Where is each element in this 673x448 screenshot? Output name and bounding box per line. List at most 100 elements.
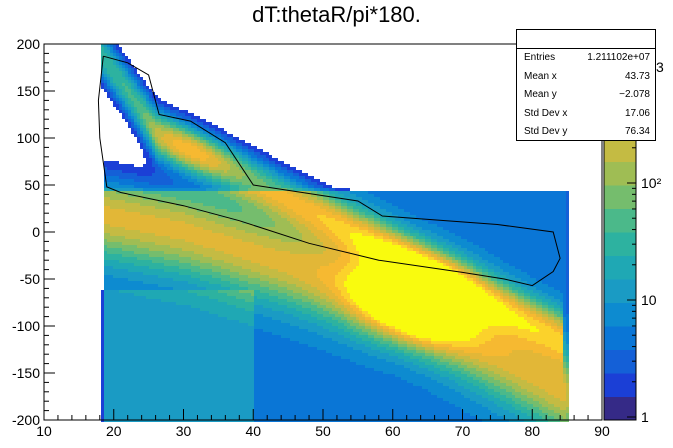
heatmap-cell bbox=[194, 398, 197, 401]
heatmap-cell bbox=[167, 266, 170, 269]
heatmap-cell bbox=[107, 182, 110, 185]
heatmap-cell bbox=[167, 128, 170, 131]
heatmap-cell bbox=[179, 251, 182, 254]
heatmap-cell bbox=[155, 386, 158, 389]
heatmap-cell bbox=[185, 122, 188, 125]
heatmap-cell bbox=[137, 188, 140, 191]
heatmap-cell bbox=[116, 185, 119, 188]
heatmap-cell bbox=[173, 224, 176, 227]
heatmap-cell bbox=[110, 95, 113, 98]
heatmap-cell bbox=[230, 296, 233, 299]
heatmap-cell bbox=[125, 344, 128, 347]
heatmap-cell bbox=[218, 212, 221, 215]
heatmap-cell bbox=[101, 353, 104, 356]
heatmap-cell bbox=[143, 116, 146, 119]
heatmap-cell bbox=[239, 314, 242, 317]
heatmap-cell bbox=[221, 329, 224, 332]
heatmap-cell bbox=[143, 344, 146, 347]
heatmap-cell bbox=[170, 179, 173, 182]
heatmap-cell bbox=[179, 410, 182, 413]
heatmap-cell bbox=[161, 176, 164, 179]
heatmap-cell bbox=[161, 119, 164, 122]
heatmap-cell bbox=[185, 260, 188, 263]
heatmap-cell bbox=[128, 269, 131, 272]
heatmap-cell bbox=[116, 395, 119, 398]
heatmap-cell bbox=[152, 401, 155, 404]
heatmap-cell bbox=[146, 272, 149, 275]
heatmap-cell bbox=[122, 320, 125, 323]
heatmap-cell bbox=[230, 230, 233, 233]
heatmap-cell bbox=[107, 410, 110, 413]
heatmap-cell bbox=[137, 356, 140, 359]
heatmap-cell bbox=[101, 380, 104, 383]
heatmap-cell bbox=[188, 179, 191, 182]
heatmap-cell bbox=[161, 407, 164, 410]
heatmap-cell bbox=[137, 254, 140, 257]
heatmap-cell bbox=[179, 389, 182, 392]
heatmap-cell bbox=[215, 251, 218, 254]
heatmap-cell bbox=[221, 368, 224, 371]
heatmap-cell bbox=[113, 212, 116, 215]
heatmap-cell bbox=[146, 110, 149, 113]
heatmap-cell bbox=[161, 269, 164, 272]
heatmap-cell bbox=[218, 269, 221, 272]
heatmap-cell bbox=[149, 101, 152, 104]
heatmap-cell bbox=[197, 155, 200, 158]
heatmap-cell bbox=[209, 257, 212, 260]
heatmap-cell bbox=[227, 386, 230, 389]
heatmap-cell bbox=[146, 242, 149, 245]
heatmap-cell bbox=[116, 236, 119, 239]
heatmap-cell bbox=[149, 263, 152, 266]
heatmap-cell bbox=[152, 224, 155, 227]
heatmap-cell bbox=[239, 206, 242, 209]
heatmap-cell bbox=[125, 65, 128, 68]
heatmap-cell bbox=[116, 269, 119, 272]
heatmap-cell bbox=[173, 332, 176, 335]
heatmap-cell bbox=[149, 251, 152, 254]
heatmap-cell bbox=[176, 356, 179, 359]
heatmap-cell bbox=[149, 338, 152, 341]
heatmap-cell bbox=[197, 254, 200, 257]
heatmap-cell bbox=[107, 71, 110, 74]
heatmap-cell bbox=[182, 395, 185, 398]
heatmap-cell bbox=[185, 221, 188, 224]
heatmap-cell bbox=[242, 233, 245, 236]
heatmap-cell bbox=[155, 338, 158, 341]
heatmap-cell bbox=[137, 140, 140, 143]
heatmap-cell bbox=[194, 209, 197, 212]
heatmap-cell bbox=[107, 389, 110, 392]
heatmap-cell bbox=[230, 152, 233, 155]
heatmap-cell bbox=[131, 323, 134, 326]
heatmap-cell bbox=[185, 407, 188, 410]
heatmap-cell bbox=[200, 338, 203, 341]
heatmap-cell bbox=[146, 266, 149, 269]
heatmap-cell bbox=[155, 110, 158, 113]
heatmap-cell bbox=[149, 200, 152, 203]
heatmap-cell bbox=[107, 401, 110, 404]
heatmap-cell bbox=[164, 389, 167, 392]
heatmap-cell bbox=[101, 392, 104, 395]
heatmap-cell bbox=[101, 86, 104, 89]
heatmap-cell bbox=[143, 248, 146, 251]
heatmap-cell bbox=[116, 242, 119, 245]
heatmap-cell bbox=[170, 185, 173, 188]
heatmap-cell bbox=[122, 107, 125, 110]
heatmap-cell bbox=[197, 209, 200, 212]
heatmap-cell bbox=[140, 365, 143, 368]
heatmap-cell bbox=[194, 332, 197, 335]
heatmap-cell bbox=[146, 356, 149, 359]
heatmap-cell bbox=[107, 404, 110, 407]
heatmap-cell bbox=[218, 350, 221, 353]
heatmap-cell bbox=[131, 227, 134, 230]
heatmap-cell bbox=[188, 287, 191, 290]
heatmap-cell bbox=[116, 311, 119, 314]
heatmap-cell bbox=[236, 257, 239, 260]
heatmap-cell bbox=[188, 275, 191, 278]
heatmap-cell bbox=[230, 206, 233, 209]
heatmap-cell bbox=[125, 275, 128, 278]
heatmap-cell bbox=[239, 380, 242, 383]
heatmap-cell bbox=[236, 185, 239, 188]
heatmap-cell bbox=[203, 278, 206, 281]
heatmap-cell bbox=[113, 245, 116, 248]
heatmap-cell bbox=[116, 248, 119, 251]
